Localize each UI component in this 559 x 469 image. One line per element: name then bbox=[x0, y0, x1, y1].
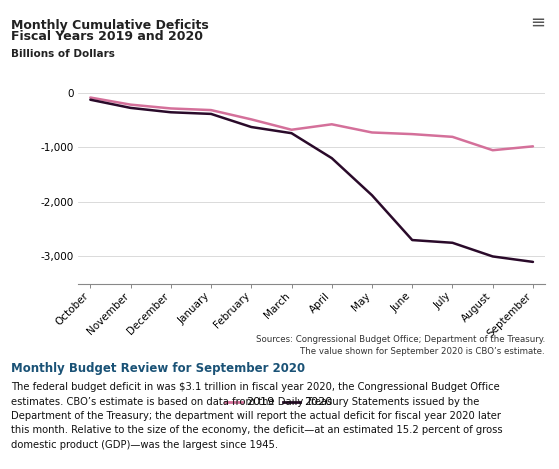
Text: Fiscal Years 2019 and 2020: Fiscal Years 2019 and 2020 bbox=[11, 30, 203, 44]
Text: Billions of Dollars: Billions of Dollars bbox=[11, 49, 115, 59]
Text: Monthly Cumulative Deficits: Monthly Cumulative Deficits bbox=[11, 19, 209, 32]
Text: Monthly Budget Review for September 2020: Monthly Budget Review for September 2020 bbox=[11, 362, 305, 375]
Text: Sources: Congressional Budget Office; Department of the Treasury.
The value show: Sources: Congressional Budget Office; De… bbox=[256, 335, 545, 356]
Text: ≡: ≡ bbox=[530, 14, 545, 32]
Text: The federal budget deficit in was $3.1 trillion in fiscal year 2020, the Congres: The federal budget deficit in was $3.1 t… bbox=[11, 382, 503, 450]
Legend: 2019, 2020: 2019, 2020 bbox=[221, 393, 337, 412]
